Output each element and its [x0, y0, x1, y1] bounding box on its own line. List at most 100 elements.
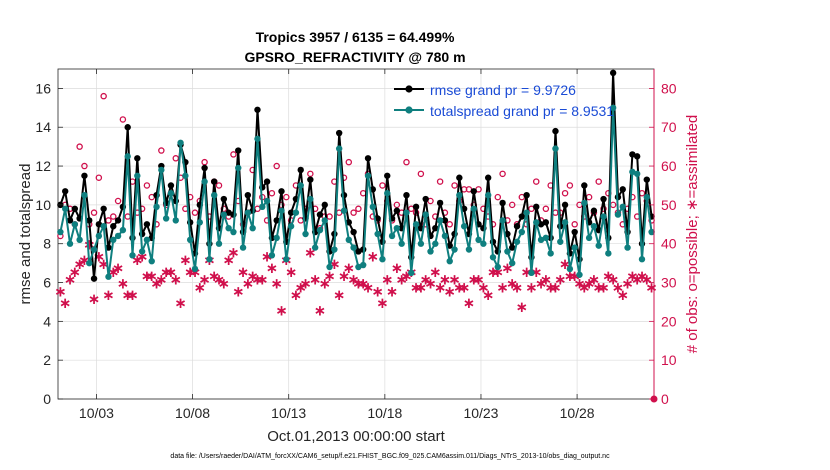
obs-assimilated-point: ∗ [439, 272, 452, 289]
obs-assimilated-point: ∗ [391, 260, 404, 277]
totalspread-point [206, 256, 213, 263]
obs-possible-point [119, 116, 127, 123]
obs-assimilated-point: ∗ [429, 264, 442, 281]
rmse-point [244, 191, 252, 199]
obs-assimilated-point: ∗ [218, 276, 231, 293]
totalspread-point [456, 191, 463, 199]
totalspread-point [422, 211, 429, 218]
y-tick-label: 0 [43, 391, 51, 407]
totalspread-point [100, 223, 107, 230]
obs-assimilated-point: ∗ [621, 276, 634, 293]
totalspread-point [66, 240, 74, 247]
rmse-point [600, 195, 607, 203]
rmse-point [100, 205, 107, 212]
totalspread-point [95, 232, 103, 240]
obs-assimilated-point: ∗ [150, 276, 163, 293]
obs-possible-point [561, 189, 569, 197]
obs-assimilated-point: ∗ [275, 303, 288, 320]
y-tick-label: 16 [35, 80, 51, 96]
obs-assimilated-point: ∗ [318, 276, 331, 293]
obs-possible-point [95, 174, 103, 181]
y2-tick-label: 20 [661, 313, 677, 329]
obs-assimilated-point: ∗ [645, 279, 658, 296]
obs-assimilated-point: ∗ [626, 268, 639, 285]
obs-assimilated-point: ∗ [612, 279, 625, 296]
obs-possible-point [345, 158, 353, 166]
obs-assimilated-point: ∗ [578, 279, 591, 296]
totalspread-point [302, 230, 309, 238]
obs-assimilated-point: ∗ [376, 295, 389, 312]
rmse-point [456, 174, 463, 181]
totalspread-point [162, 215, 170, 222]
totalspread-point [81, 191, 88, 199]
rmse-point [86, 217, 93, 224]
totalspread-point [134, 172, 141, 179]
rmse-point [62, 188, 69, 195]
totalspread-point [331, 246, 338, 253]
obs-possible-point [90, 209, 98, 216]
obs-assimilated-point: ∗ [492, 264, 505, 281]
totalspread-point [220, 211, 228, 218]
rmse-point [561, 201, 569, 209]
rmse-point [523, 191, 530, 199]
totalspread-point [441, 232, 449, 240]
obs-assimilated-point: ∗ [453, 279, 466, 296]
totalspread-point [489, 254, 497, 261]
obs-assimilated-point: ∗ [395, 272, 408, 289]
rmse-point [297, 166, 304, 174]
totalspread-point [393, 224, 401, 232]
y2-axis-label: # of obs: o=possible; ∗=assimilated [684, 115, 701, 354]
totalspread-point [177, 139, 184, 146]
totalspread-point [504, 248, 511, 255]
obs-assimilated-point: ∗ [155, 272, 168, 289]
totalspread-point [153, 203, 160, 211]
obs-assimilated-point: ∗ [535, 276, 548, 293]
rmse-point [287, 209, 295, 216]
totalspread-point [345, 236, 352, 244]
obs-possible-point [499, 170, 506, 178]
totalspread-point [614, 211, 622, 218]
obs-assimilated-point: ∗ [189, 264, 202, 281]
obs-assimilated-point: ∗ [54, 283, 67, 300]
obs-assimilated-point: ∗ [198, 272, 211, 289]
totalspread-point [182, 172, 189, 179]
totalspread-point [201, 178, 208, 185]
rmse-point [278, 188, 285, 195]
obs-assimilated-point: ∗ [434, 279, 447, 296]
obs-assimilated-point: ∗ [145, 268, 158, 285]
obs-assimilated-point: ∗ [496, 279, 509, 296]
obs-assimilated-point: ∗ [525, 279, 538, 296]
totalspread-point [624, 244, 631, 251]
obs-assimilated-point: ∗ [112, 260, 125, 277]
rmse-point [629, 151, 636, 158]
totalspread-point [62, 205, 69, 212]
y2-tick-label: 30 [661, 275, 677, 291]
totalspread-point [129, 252, 136, 259]
obs-assimilated-point: ∗ [194, 279, 207, 296]
rmse-point [422, 195, 429, 203]
totalspread-point [230, 228, 237, 236]
totalspread-point [364, 172, 372, 179]
rmse-point [66, 217, 74, 224]
obs-assimilated-point: ∗ [631, 272, 644, 289]
obs-assimilated-point: ∗ [179, 252, 192, 269]
totalspread-point [408, 269, 415, 277]
obs-possible-point [451, 182, 458, 189]
obs-assimilated-point: ∗ [73, 256, 86, 273]
totalspread-point [71, 221, 79, 228]
obs-assimilated-point: ∗ [588, 272, 601, 289]
obs-possible-point [215, 182, 223, 189]
rmse-point [143, 221, 151, 228]
rmse-point [114, 217, 122, 224]
totalspread-point [158, 166, 165, 174]
rmse-point [350, 228, 357, 236]
totalspread-point [211, 191, 218, 199]
totalspread-point [119, 226, 127, 234]
rmse-point [581, 182, 588, 189]
series-layer: ∗∗∗∗∗∗∗∗∗∗∗∗∗∗∗∗∗∗∗∗∗∗∗∗∗∗∗∗∗∗∗∗∗∗∗∗∗∗∗∗… [54, 69, 658, 403]
obs-assimilated-point: ∗ [424, 276, 437, 293]
obs-possible-point [350, 209, 357, 216]
obs-assimilated-point: ∗ [357, 276, 370, 293]
obs-assimilated-point: ∗ [232, 283, 245, 300]
